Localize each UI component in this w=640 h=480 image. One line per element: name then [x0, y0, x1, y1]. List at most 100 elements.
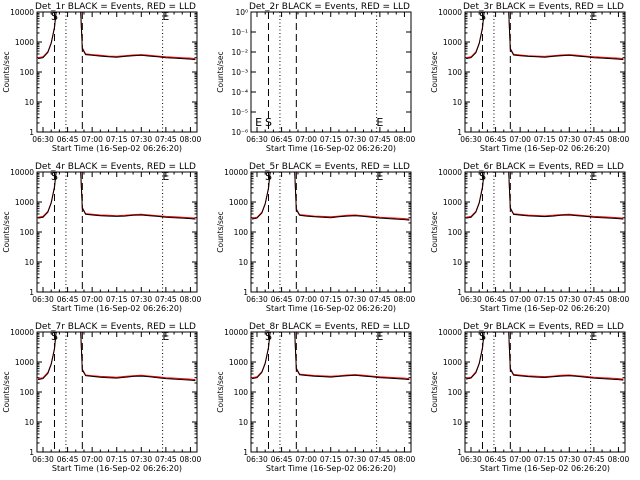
x-tick-label: 07:30: [558, 135, 580, 144]
y-tick-label: 1000: [443, 358, 462, 367]
x-tick-label: 07:15: [534, 295, 556, 304]
y-tick-label: 10⁻⁵: [231, 108, 248, 117]
x-tick-label: 08:00: [180, 135, 202, 144]
panel-title: Det_8r BLACK = Events, RED = LLD: [249, 322, 410, 332]
lld-curve: [466, 331, 624, 380]
start-marker: S: [51, 10, 58, 23]
y-tick-label: 100: [448, 228, 463, 237]
x-tick-label: 06:45: [271, 295, 293, 304]
start-marker: S: [265, 116, 272, 129]
events-curve: [252, 331, 410, 381]
x-tick-label: 06:45: [271, 135, 293, 144]
y-axis-label: Counts/sec: [216, 51, 225, 92]
end-marker: E: [162, 10, 169, 23]
panel-title: Det_9r BLACK = Events, RED = LLD: [463, 322, 624, 332]
y-tick-label: 1: [29, 128, 34, 137]
x-tick-label: 06:30: [246, 295, 268, 304]
y-tick-label: 100: [234, 388, 249, 397]
y-axis-label: Counts/sec: [2, 51, 11, 92]
x-tick-label: 08:00: [180, 295, 202, 304]
y-tick-label: 10⁻⁶: [231, 128, 248, 137]
end-marker: E: [162, 170, 169, 183]
x-tick-label: 07:15: [320, 295, 342, 304]
x-tick-label: 07:30: [130, 455, 152, 464]
y-tick-label: 10000: [10, 168, 34, 177]
x-axis-label: Start Time (16-Sep-02 06:26:20): [52, 144, 182, 153]
x-tick-label: 07:15: [320, 135, 342, 144]
x-axis-label: Start Time (16-Sep-02 06:26:20): [52, 464, 182, 473]
y-tick-label: 10⁰: [235, 8, 248, 17]
y-tick-label: 1000: [15, 358, 34, 367]
lld-curve: [38, 171, 196, 219]
y-tick-label: 1000: [15, 38, 34, 47]
x-axis-label: Start Time (16-Sep-02 06:26:20): [266, 304, 396, 313]
x-tick-label: 07:45: [155, 455, 177, 464]
lld-curve: [466, 11, 624, 60]
end-marker: E: [376, 116, 383, 129]
lld-curve: [252, 171, 410, 220]
y-tick-label: 10: [452, 418, 462, 427]
y-tick-label: 100: [448, 68, 463, 77]
x-tick-label: 08:00: [608, 455, 630, 464]
y-tick-label: 10⁻⁴: [231, 88, 248, 97]
x-tick-label: 06:30: [460, 455, 482, 464]
lld-curve: [466, 171, 624, 219]
y-axis-label: Counts/sec: [2, 211, 11, 252]
y-tick-label: 100: [20, 388, 35, 397]
y-tick-label: 10: [24, 418, 34, 427]
x-tick-label: 07:00: [81, 295, 103, 304]
y-tick-label: 1000: [229, 358, 248, 367]
x-tick-label: 07:30: [130, 135, 152, 144]
x-tick-label: 07:45: [369, 135, 391, 144]
y-axis-label: Counts/sec: [430, 51, 439, 92]
x-tick-label: 08:00: [180, 455, 202, 464]
y-tick-label: 10000: [438, 168, 462, 177]
end-marker: E: [162, 330, 169, 343]
events-curve: [466, 171, 624, 220]
x-tick-label: 06:45: [271, 455, 293, 464]
x-tick-label: 07:30: [344, 295, 366, 304]
y-tick-label: 10: [238, 418, 248, 427]
y-tick-label: 1: [457, 448, 462, 457]
panel-title: Det_1r BLACK = Events, RED = LLD: [35, 2, 196, 12]
x-tick-label: 06:30: [460, 135, 482, 144]
start-marker: S: [479, 10, 486, 23]
x-tick-label: 06:30: [246, 135, 268, 144]
x-tick-label: 07:15: [106, 295, 128, 304]
y-tick-label: 10: [24, 258, 34, 267]
events-curve: [38, 331, 196, 382]
end-marker: E: [376, 170, 383, 183]
panel-title: Det_6r BLACK = Events, RED = LLD: [463, 162, 624, 172]
end-marker: E: [590, 10, 597, 23]
y-tick-label: 10000: [10, 328, 34, 337]
y-tick-label: 10: [452, 98, 462, 107]
x-tick-label: 07:45: [369, 295, 391, 304]
y-tick-label: 100: [448, 388, 463, 397]
y-tick-label: 1: [243, 448, 248, 457]
x-axis-label: Start Time (16-Sep-02 06:26:20): [266, 464, 396, 473]
panel-title: Det_7r BLACK = Events, RED = LLD: [35, 322, 196, 332]
y-tick-label: 1: [243, 288, 248, 297]
x-tick-label: 07:30: [558, 455, 580, 464]
x-tick-label: 07:00: [295, 295, 317, 304]
end-marker: E: [376, 330, 383, 343]
x-axis-label: Start Time (16-Sep-02 06:26:20): [480, 304, 610, 313]
x-tick-label: 07:30: [344, 135, 366, 144]
x-tick-label: 07:00: [295, 455, 317, 464]
events-curve: [466, 11, 624, 61]
y-tick-label: 1000: [443, 198, 462, 207]
x-tick-label: 07:00: [509, 295, 531, 304]
y-tick-label: 1000: [443, 38, 462, 47]
x-tick-label: 08:00: [394, 295, 416, 304]
x-axis-label: Start Time (16-Sep-02 06:26:20): [480, 464, 610, 473]
plot-frame: [464, 331, 626, 453]
y-tick-label: 10⁻³: [231, 68, 248, 77]
x-tick-label: 07:45: [583, 455, 605, 464]
x-tick-label: 06:45: [485, 295, 507, 304]
x-tick-label: 07:45: [583, 135, 605, 144]
y-tick-label: 1: [29, 448, 34, 457]
y-axis-label: Counts/sec: [216, 211, 225, 252]
panel-title: Det_4r BLACK = Events, RED = LLD: [35, 162, 196, 172]
y-axis-label: Counts/sec: [430, 211, 439, 252]
y-tick-label: 100: [20, 68, 35, 77]
